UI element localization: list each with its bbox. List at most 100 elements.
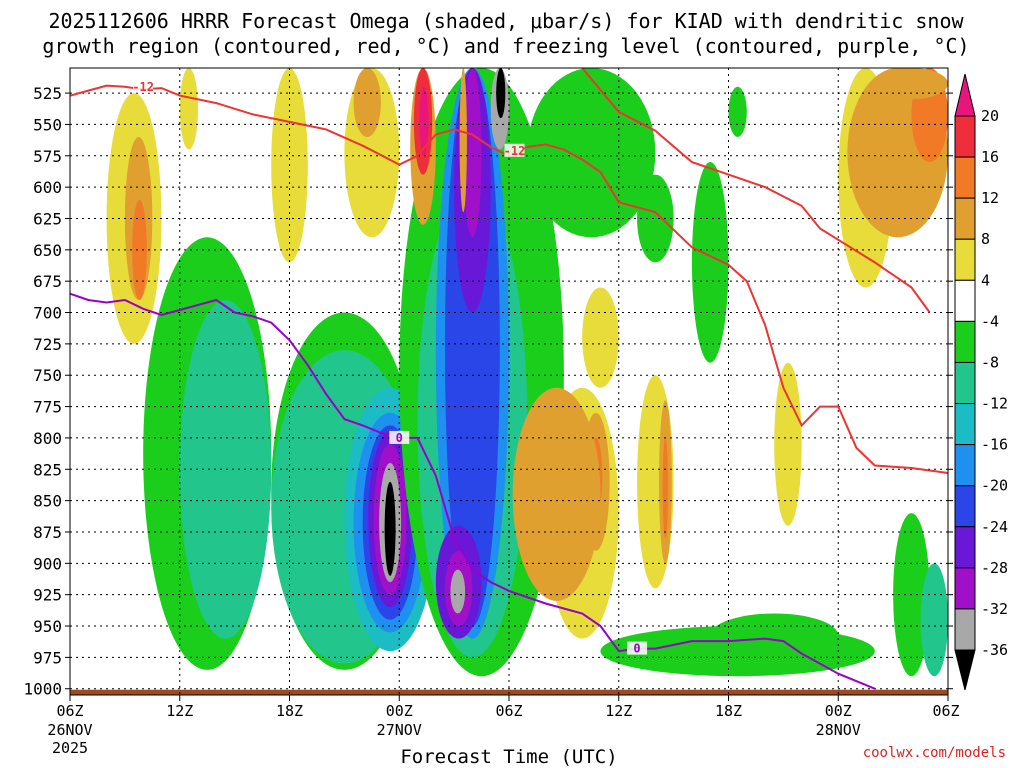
x-tick-label: 18Z bbox=[715, 702, 742, 720]
y-tick-label: 750 bbox=[33, 366, 62, 385]
x-tick-label: 18Z bbox=[276, 702, 303, 720]
colorbar-band bbox=[954, 608, 976, 651]
omega-cell bbox=[459, 68, 467, 213]
colorbar: 20 16 12 8 4 -4 -8 -12 -16 -20 -24 -28 -32 -36 bbox=[954, 73, 1008, 691]
x-tick-label: 12Z bbox=[605, 702, 632, 720]
freezing-level-contour bbox=[70, 292, 876, 690]
colorbar-label: -12 bbox=[981, 395, 1008, 413]
colorbar-label: 4 bbox=[981, 271, 990, 289]
contour-label-bg bbox=[389, 430, 410, 444]
y-tick-label: 700 bbox=[33, 304, 62, 323]
x-tick-label: 06Z bbox=[56, 702, 83, 720]
y-tick-label: 900 bbox=[33, 554, 62, 573]
colorbar-label: -32 bbox=[981, 600, 1008, 618]
x-tick-date: 26NOV bbox=[47, 721, 92, 739]
omega-cell bbox=[419, 86, 429, 156]
y-tick-label: 525 bbox=[33, 84, 62, 103]
chart-title: 2025112606 HRRR Forecast Omega (shaded, … bbox=[42, 9, 969, 58]
title-line-2: growth region (contoured, red, °C) and f… bbox=[42, 34, 969, 58]
colorbar-label: -8 bbox=[981, 353, 999, 371]
colorbar-band bbox=[954, 156, 976, 199]
colorbar-band bbox=[954, 238, 976, 281]
colorbar-over-triangle bbox=[954, 73, 976, 117]
colorbar-band bbox=[954, 320, 976, 363]
omega-cell bbox=[920, 563, 948, 677]
omega-cell bbox=[874, 68, 948, 100]
omega-cell bbox=[512, 387, 601, 601]
y-tick-label: 675 bbox=[33, 272, 62, 291]
x-tick-label: 12Z bbox=[166, 702, 193, 720]
colorbar-band bbox=[954, 485, 976, 528]
omega-cell bbox=[774, 362, 802, 526]
x-axis-title: Forecast Time (UTC) bbox=[400, 746, 617, 768]
y-tick-label: 925 bbox=[33, 586, 62, 605]
y-tick-label: 975 bbox=[33, 648, 62, 667]
omega-cell bbox=[582, 287, 619, 388]
y-tick-label: 825 bbox=[33, 460, 62, 479]
y-tick-label: 950 bbox=[33, 617, 62, 636]
x-tick-date: 28NOV bbox=[816, 721, 861, 739]
y-tick-label: 575 bbox=[33, 147, 62, 166]
colorbar-band bbox=[954, 444, 976, 487]
omega-cell bbox=[450, 569, 466, 614]
grid-lines bbox=[70, 68, 948, 695]
omega-cell bbox=[179, 299, 272, 639]
contour-label: 0 bbox=[633, 642, 640, 656]
omega-cell bbox=[463, 68, 482, 238]
contour-label-bg bbox=[504, 143, 525, 157]
y-tick-label: 550 bbox=[33, 115, 62, 134]
contour-label: -12 bbox=[132, 80, 154, 94]
omega-cell bbox=[527, 68, 656, 238]
colorbar-band bbox=[954, 526, 976, 569]
contour-label-bg bbox=[133, 79, 154, 93]
y-tick-label: 850 bbox=[33, 492, 62, 511]
contour-label-bg bbox=[627, 641, 648, 655]
y-axis-ticks: 525 550 575 600 625 650 675 700 725 750 775 800 825 8… bbox=[23, 84, 953, 699]
omega-cell bbox=[496, 68, 506, 119]
y-tick-label: 725 bbox=[33, 335, 62, 354]
colorbar-label: -28 bbox=[981, 559, 1008, 577]
contours: -12 -12 0 0 bbox=[70, 68, 948, 690]
colorbar-band bbox=[954, 197, 976, 240]
y-tick-label: 625 bbox=[33, 209, 62, 228]
colorbar-label: 12 bbox=[981, 189, 999, 207]
colorbar-band bbox=[954, 361, 976, 405]
contour-label: -12 bbox=[504, 144, 526, 158]
omega-cell bbox=[179, 68, 199, 150]
x-tick-label: 00Z bbox=[386, 702, 413, 720]
omega-cell bbox=[132, 199, 147, 300]
omega-cell bbox=[384, 481, 396, 576]
title-line-1: 2025112606 HRRR Forecast Omega (shaded, … bbox=[48, 9, 964, 33]
colorbar-label: -20 bbox=[981, 477, 1008, 495]
colorbar-band bbox=[954, 567, 976, 610]
colorbar-band bbox=[954, 279, 976, 322]
omega-cell bbox=[728, 86, 747, 137]
contour-label: 0 bbox=[396, 431, 403, 445]
omega-cell bbox=[637, 174, 674, 263]
colorbar-label: 20 bbox=[981, 107, 999, 125]
dgz-contour-upper bbox=[581, 68, 931, 314]
y-tick-label: 650 bbox=[33, 241, 62, 260]
colorbar-band bbox=[954, 403, 976, 446]
y-tick-label: 600 bbox=[33, 178, 62, 197]
colorbar-band bbox=[954, 115, 976, 158]
x-tick-label: 06Z bbox=[932, 702, 959, 720]
x-tick-date: 27NOV bbox=[377, 721, 422, 739]
x-tick-label: 00Z bbox=[825, 702, 852, 720]
y-tick-label: 875 bbox=[33, 523, 62, 542]
x-tick-year: 2025 bbox=[52, 739, 88, 757]
colorbar-label: -36 bbox=[981, 641, 1008, 659]
colorbar-label: -24 bbox=[981, 518, 1008, 536]
omega-cell bbox=[353, 68, 381, 137]
y-tick-label: 1000 bbox=[23, 680, 62, 699]
colorbar-label: 16 bbox=[981, 148, 999, 166]
omega-cell bbox=[710, 613, 839, 658]
credit-text: coolwx.com/models bbox=[863, 745, 1006, 761]
colorbar-label: -4 bbox=[981, 312, 999, 330]
omega-cell bbox=[662, 437, 669, 539]
y-tick-label: 775 bbox=[33, 398, 62, 417]
y-tick-label: 800 bbox=[33, 429, 62, 448]
colorbar-under-triangle bbox=[954, 649, 976, 691]
